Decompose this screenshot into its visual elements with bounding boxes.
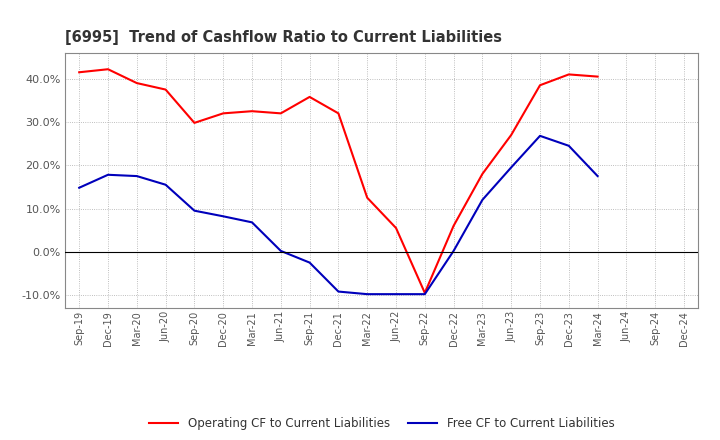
Free CF to Current Liabilities [363,292,372,297]
Operating CF to Current Liabilities [449,223,458,228]
Free CF to Current Liabilities [478,197,487,202]
Operating CF to Current Liabilities [363,195,372,200]
Operating CF to Current Liabilities [161,87,170,92]
Operating CF to Current Liabilities [219,111,228,116]
Free CF to Current Liabilities [276,248,285,253]
Free CF to Current Liabilities [564,143,573,148]
Operating CF to Current Liabilities [104,66,112,72]
Free CF to Current Liabilities [449,248,458,253]
Operating CF to Current Liabilities [593,74,602,79]
Free CF to Current Liabilities [104,172,112,177]
Operating CF to Current Liabilities [564,72,573,77]
Free CF to Current Liabilities [248,220,256,225]
Line: Free CF to Current Liabilities: Free CF to Current Liabilities [79,136,598,294]
Operating CF to Current Liabilities [248,109,256,114]
Operating CF to Current Liabilities [392,225,400,231]
Operating CF to Current Liabilities [536,83,544,88]
Free CF to Current Liabilities [219,214,228,219]
Operating CF to Current Liabilities [305,94,314,99]
Operating CF to Current Liabilities [420,290,429,296]
Free CF to Current Liabilities [161,182,170,187]
Free CF to Current Liabilities [75,185,84,191]
Operating CF to Current Liabilities [334,111,343,116]
Line: Operating CF to Current Liabilities: Operating CF to Current Liabilities [79,69,598,293]
Operating CF to Current Liabilities [132,81,141,86]
Operating CF to Current Liabilities [478,171,487,176]
Free CF to Current Liabilities [392,292,400,297]
Free CF to Current Liabilities [190,208,199,213]
Legend: Operating CF to Current Liabilities, Free CF to Current Liabilities: Operating CF to Current Liabilities, Fre… [144,412,619,435]
Free CF to Current Liabilities [593,173,602,179]
Operating CF to Current Liabilities [190,120,199,125]
Operating CF to Current Liabilities [507,132,516,138]
Free CF to Current Liabilities [420,292,429,297]
Operating CF to Current Liabilities [276,111,285,116]
Free CF to Current Liabilities [334,289,343,294]
Free CF to Current Liabilities [132,173,141,179]
Operating CF to Current Liabilities [75,70,84,75]
Free CF to Current Liabilities [536,133,544,139]
Free CF to Current Liabilities [305,260,314,265]
Free CF to Current Liabilities [507,165,516,170]
Text: [6995]  Trend of Cashflow Ratio to Current Liabilities: [6995] Trend of Cashflow Ratio to Curren… [65,29,502,45]
